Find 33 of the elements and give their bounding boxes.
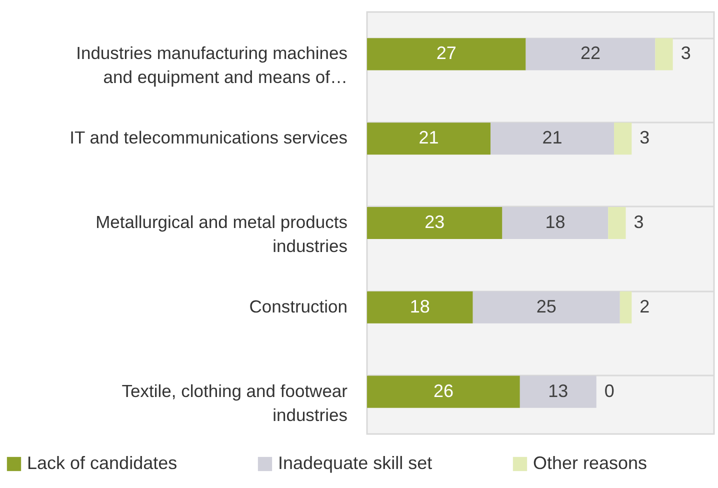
bar	[367, 206, 502, 240]
data-label: 18	[545, 212, 566, 232]
legend-label: Lack of candidates	[27, 453, 178, 473]
y-tick-label: IT and telecommunications services	[70, 128, 348, 148]
data-label: 13	[548, 380, 568, 401]
bar	[367, 122, 491, 155]
data-label: 0	[604, 380, 614, 401]
data-label: 26	[433, 380, 454, 401]
y-tick-label: Metallurgical and metal products industries	[96, 212, 348, 256]
bar	[526, 38, 656, 70]
data-label: 22	[580, 43, 601, 64]
y-tick-label: Construction	[249, 296, 348, 316]
y-tick-label: Industries manufacturing machines and equipment and means of…	[76, 43, 348, 88]
bar	[367, 38, 526, 70]
bar	[367, 376, 520, 408]
bar	[620, 291, 632, 324]
data-label: 3	[634, 212, 644, 232]
bar	[614, 122, 632, 155]
data-label: 3	[680, 43, 691, 64]
bar	[367, 291, 473, 324]
legend-label: Other reasons	[533, 453, 648, 473]
bar	[608, 206, 626, 240]
legend-label: Inadequate skill set	[278, 453, 432, 473]
data-label: 21	[418, 128, 439, 148]
data-label: 2	[640, 296, 650, 316]
bar	[655, 38, 673, 70]
data-label: 18	[410, 296, 430, 316]
data-label: 21	[542, 128, 562, 148]
y-tick-label: Textile, clothing and footwear industries	[122, 380, 348, 425]
data-label: 25	[536, 296, 556, 316]
data-label: 23	[424, 212, 445, 232]
data-label: 27	[436, 43, 456, 64]
data-label: 3	[640, 128, 650, 148]
